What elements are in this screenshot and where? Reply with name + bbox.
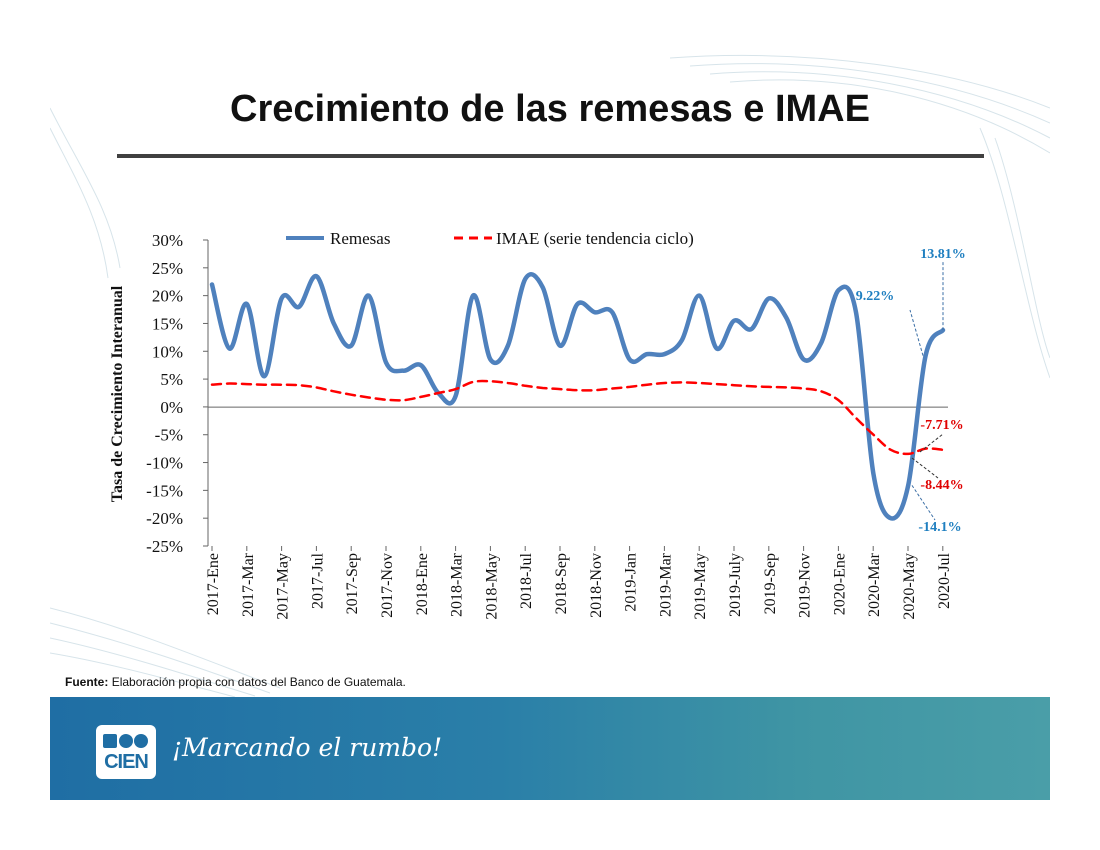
y-tick-label: -20% [146, 509, 183, 528]
x-tick-label: 2017-Jul [309, 552, 326, 609]
y-axis-label: Tasa de Crecimiento Interanual [109, 285, 126, 502]
x-tick-label: 2018-Sep [553, 553, 570, 614]
series-remesas-line [209, 272, 946, 521]
source-label: Fuente: [65, 675, 109, 689]
annotation-leader-line [909, 309, 924, 356]
x-tick-label: 2019-Mar [657, 552, 674, 617]
logo-text: CIEN [104, 751, 149, 773]
annotation-label: 9.22% [856, 289, 895, 304]
y-tick-label: -25% [146, 537, 183, 556]
y-tick-label: -10% [146, 454, 183, 473]
x-tick-label: 2017-Mar [240, 552, 257, 617]
x-tick-label: 2018-Jul [518, 552, 535, 609]
y-tick-label: 10% [152, 342, 183, 361]
annotation-leader-line [911, 485, 936, 521]
tagline: ¡Marcando el rumbo! [172, 733, 443, 762]
x-tick-label: 2019-July [727, 553, 744, 617]
x-tick-label: 2017-Nov [379, 553, 396, 618]
x-tick-label: 2019-Sep [762, 553, 779, 614]
x-tick-label: 2020-Jul [936, 552, 953, 609]
legend: Remesas IMAE (serie tendencia ciclo) [286, 229, 694, 248]
y-tick-label: 20% [152, 287, 183, 306]
cien-logo: CIEN [96, 725, 156, 779]
x-tick-label: 2018-May [483, 553, 500, 620]
annotation-label: -14.1% [918, 520, 961, 535]
y-tick-label: 5% [160, 370, 183, 389]
series-layer [209, 272, 946, 521]
x-tick-label: 2020-May [901, 553, 918, 620]
x-tick-label: 2019-Nov [797, 553, 814, 618]
title-divider [117, 154, 984, 158]
x-tick-label: 2019-May [692, 553, 709, 620]
y-tick-label: 0% [160, 398, 183, 417]
x-tick-label: 2020-Ene [831, 553, 848, 615]
source-text: Elaboración propia con datos del Banco d… [111, 675, 406, 689]
x-tick-label: 2017-May [275, 553, 292, 620]
x-tick-label: 2019-Jan [623, 553, 640, 612]
annotation-label: -7.71% [920, 418, 963, 433]
x-tick-label: 2018-Nov [588, 553, 605, 618]
footer-banner: CIEN ¡Marcando el rumbo! [50, 697, 1050, 800]
annotations: 13.81% 9.22% -14.1% -7.71% -8.44% [856, 247, 966, 535]
y-tick-label: -5% [155, 426, 183, 445]
logo-mark-icon [103, 734, 148, 748]
series-imae-line [210, 379, 945, 456]
line-chart: 30% 25% 20% 15% 10% 5% 0% -5% -10% -15% -20% -25% 2… [109, 229, 966, 620]
legend-imae-label: IMAE (serie tendencia ciclo) [496, 229, 694, 248]
x-tick-label: 2018-Ene [414, 553, 431, 615]
source-note: Fuente: Elaboración propia con datos del… [65, 675, 406, 689]
y-tick-label: 15% [152, 314, 183, 333]
legend-remesas-label: Remesas [330, 229, 390, 248]
annotation-label: -8.44% [920, 478, 963, 493]
x-tick-label: 2017-Sep [344, 553, 361, 614]
x-tick-label: 2018-Mar [449, 552, 466, 617]
background-swirl-decoration [50, 54, 1050, 698]
x-tick-label: 2017-Ene [205, 553, 222, 615]
y-tick-label: -15% [146, 481, 183, 500]
x-tick-label: 2020-Mar [866, 552, 883, 617]
annotation-leader-line [911, 457, 939, 479]
annotation-label: 13.81% [920, 247, 966, 262]
x-axis-ticks: 2017-Ene 2017-Mar 2017-May 2017-Jul 2017-Sep… [205, 546, 953, 620]
y-tick-label: 25% [152, 259, 183, 278]
page-title: Crecimiento de las remesas e IMAE [230, 88, 870, 130]
slide: Crecimiento de las remesas e IMAE 30% 25%… [50, 48, 1050, 800]
y-axis-ticks: 30% 25% 20% 15% 10% 5% 0% -5% -10% -15% -20% -25% [146, 231, 208, 556]
y-tick-label: 30% [152, 231, 183, 250]
